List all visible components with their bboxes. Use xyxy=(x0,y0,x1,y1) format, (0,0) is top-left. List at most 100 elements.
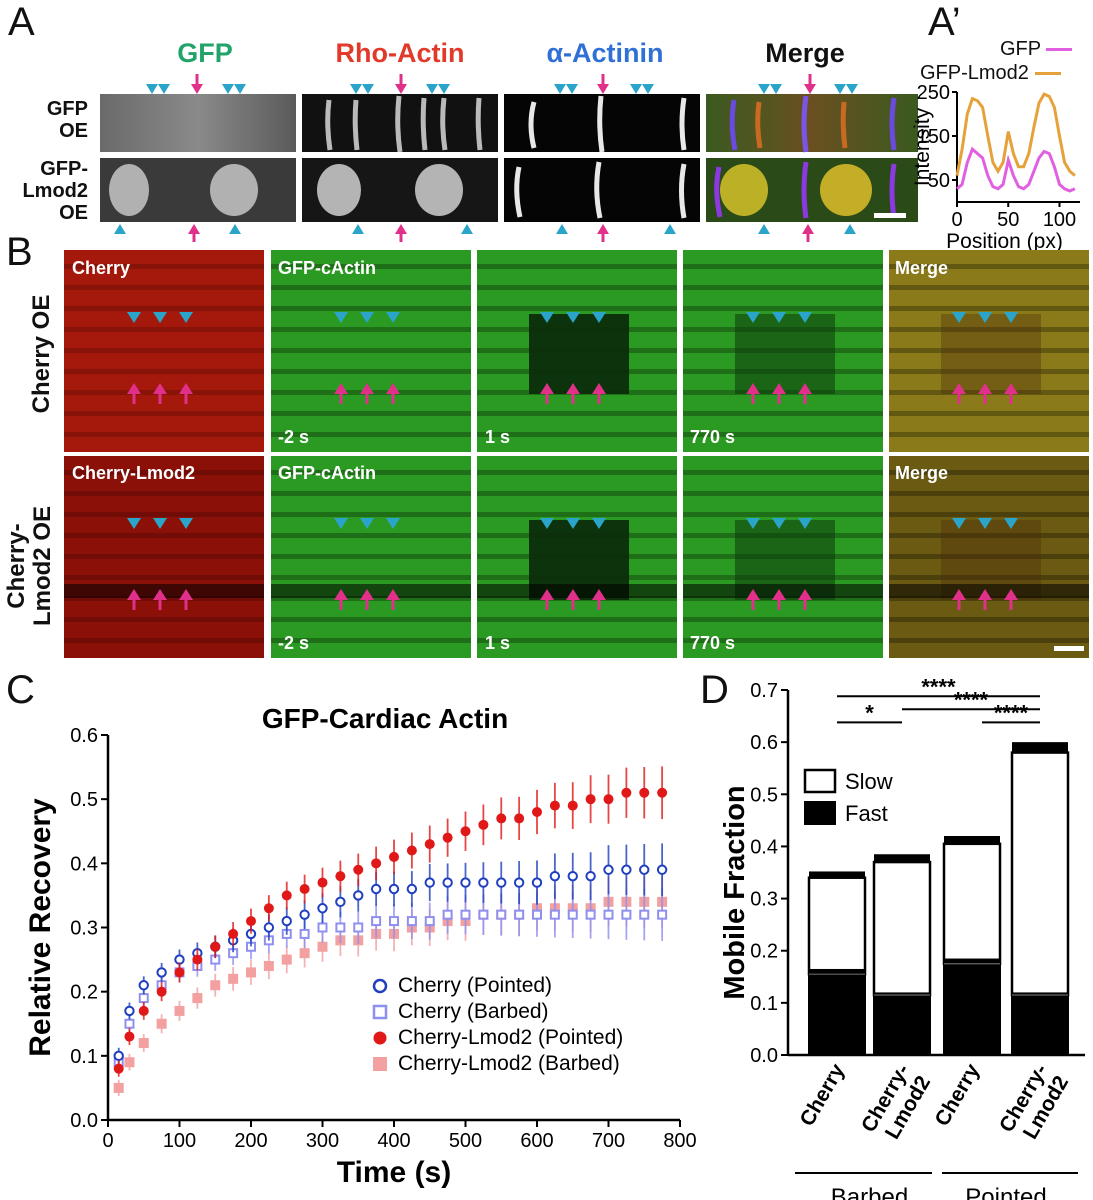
b-striation xyxy=(64,617,264,622)
chart-c-point-lmod2-pointed xyxy=(192,954,203,965)
chart-d-legend-slow-label: Slow xyxy=(845,769,893,794)
chart-d-category-label: Cherry xyxy=(796,1060,850,1130)
chart-d-category-text: Cherry xyxy=(931,1060,985,1130)
chart-c-point-cherry-pointed xyxy=(424,877,435,888)
b-cyan-marker xyxy=(179,518,193,529)
b-striation xyxy=(271,369,471,374)
b-image-r1-c0 xyxy=(64,456,264,658)
chart-c-point-lmod2-pointed xyxy=(460,826,471,837)
chart-c-point-cherry-pointed xyxy=(513,877,525,888)
chart-c-ylabel: Relative Recovery xyxy=(24,798,57,1057)
chart-c-point-lmod2-pointed xyxy=(156,986,167,997)
b-bleach-box xyxy=(529,314,629,394)
chart-c-point-lmod2-barbed xyxy=(138,1038,149,1048)
chart-c-xtick-label: 0 xyxy=(102,1130,113,1152)
a-prime-legend-lmod2: GFP-Lmod2 xyxy=(920,62,1061,85)
chart-c-point-cherry-barbed xyxy=(335,922,346,933)
chart-c-point-cherry-barbed xyxy=(460,909,471,920)
chart-c-point-cherry-pointed xyxy=(603,864,614,875)
b-magenta-marker xyxy=(153,383,167,394)
panel-a-prime-letter: A’ xyxy=(928,0,961,44)
panel-a-micrographs xyxy=(100,74,918,242)
b-magenta-marker xyxy=(334,589,348,600)
a-prime-xtick-label: 0 xyxy=(951,209,962,231)
b-striation xyxy=(64,470,264,475)
chart-c-ytick-label: 0.4 xyxy=(70,853,98,875)
b-cyan-marker xyxy=(127,312,141,323)
b-striation xyxy=(64,306,264,311)
chart-c-point-lmod2-pointed xyxy=(549,800,560,811)
chart-d-ytick-label: 0.2 xyxy=(750,941,778,963)
chart-c-point-cherry-barbed xyxy=(478,909,489,920)
chart-d-ytick-label: 0.7 xyxy=(750,680,778,702)
chart-c-point-lmod2-pointed xyxy=(406,845,417,856)
b-cyan-marker xyxy=(772,312,786,323)
chart-c-legend-label: Cherry (Pointed) xyxy=(398,974,552,997)
img-lmod2-oe-actinin xyxy=(504,158,700,222)
chart-c-legend-marker xyxy=(372,978,388,994)
a-prime-legend-gfp: GFP xyxy=(1000,38,1073,61)
b-magenta-marker xyxy=(360,383,374,394)
a-prime-legend-lmod2-label: GFP-Lmod2 xyxy=(920,62,1029,84)
b-striation xyxy=(683,638,883,643)
chart-c-xtick-label: 200 xyxy=(234,1130,267,1152)
chart-d-error-slow xyxy=(809,871,865,878)
b-striation xyxy=(271,512,471,517)
b-image-r0-c0 xyxy=(64,250,264,452)
chart-d-significance-label: **** xyxy=(954,687,989,712)
b-striation xyxy=(271,491,471,496)
chart-c-xtick-label: 100 xyxy=(163,1130,196,1152)
chart-c-legend-label: Cherry (Barbed) xyxy=(398,1000,549,1023)
b-striation xyxy=(889,327,1089,332)
b-striation xyxy=(477,617,677,622)
chart-c-xtick-label: 800 xyxy=(663,1130,696,1152)
a-prime-ylabel: Intensity xyxy=(911,107,934,186)
chart-c-point-lmod2-pointed xyxy=(210,941,221,952)
b-top-label-gfp-cactin: GFP-cActin xyxy=(278,258,377,278)
b-striation xyxy=(889,533,1089,538)
chart-c-point-cherry-pointed xyxy=(460,877,471,888)
b-magenta-marker xyxy=(153,589,167,600)
b-striation xyxy=(477,491,677,496)
b-time-top-2: 1 s xyxy=(485,427,511,447)
b-cyan-marker xyxy=(153,518,167,529)
b-magenta-marker xyxy=(952,383,966,394)
b-magenta-marker xyxy=(540,589,554,600)
img-gfp-oe-gfp xyxy=(100,94,296,152)
chart-c-point-lmod2-pointed xyxy=(478,819,489,830)
b-magenta-marker xyxy=(1004,383,1018,394)
chart-d-category-text: Cherry xyxy=(796,1060,850,1130)
chart-c-point-cherry-barbed xyxy=(549,909,560,920)
chart-c-point-cherry-barbed xyxy=(603,909,614,920)
a-prime-legend-gfp-label: GFP xyxy=(1000,38,1041,60)
chart-c-legend-marker xyxy=(373,1031,387,1045)
chart-c-point-cherry-pointed xyxy=(406,883,418,895)
b-striation xyxy=(271,411,471,416)
b-dark-band xyxy=(889,584,1089,598)
b-magenta-marker xyxy=(179,383,193,394)
chart-c-point-cherry-barbed xyxy=(567,909,578,920)
b-striation xyxy=(271,533,471,538)
b-time-bot-3: 770 s xyxy=(690,633,736,653)
chart-d-ylabel: Mobile Fraction xyxy=(719,785,751,999)
chart-c-point-cherry-pointed xyxy=(639,864,650,875)
chart-c-ytick-label: 0.3 xyxy=(70,918,98,940)
b-merge-box xyxy=(941,314,1041,394)
chart-c-point-lmod2-pointed xyxy=(567,800,578,811)
chart-c-point-lmod2-pointed xyxy=(113,1063,124,1074)
b-striation xyxy=(683,264,883,269)
b-time-bot-2: 1 s xyxy=(485,633,511,653)
chart-c-point-lmod2-pointed xyxy=(585,794,596,805)
b-magenta-marker xyxy=(798,383,812,394)
chart-d-bar-slow xyxy=(942,842,1002,965)
chart-c-legend-marker xyxy=(373,1057,387,1071)
b-striation xyxy=(271,470,471,475)
chart-d-error-slow xyxy=(1012,742,1068,753)
b-cyan-marker xyxy=(952,518,966,529)
b-cyan-marker xyxy=(978,518,992,529)
chart-c-point-lmod2-pointed xyxy=(317,877,328,888)
b-striation xyxy=(271,617,471,622)
a-prime-ytick-label: 150 xyxy=(917,126,950,148)
b-magenta-marker xyxy=(334,383,348,394)
